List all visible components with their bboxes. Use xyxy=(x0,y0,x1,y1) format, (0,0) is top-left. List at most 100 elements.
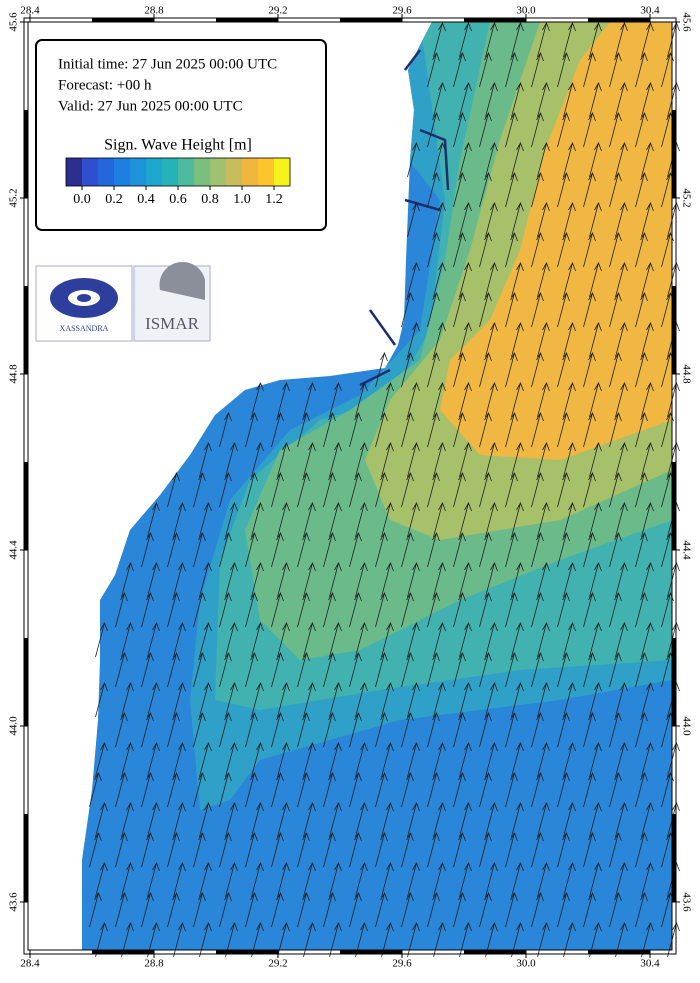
wave-arrow xyxy=(355,742,368,778)
wave-arrow xyxy=(401,652,414,688)
wave-arrow xyxy=(485,82,498,118)
wave-arrow xyxy=(251,742,264,778)
wave-arrow xyxy=(505,772,518,808)
wave-arrow xyxy=(329,742,342,778)
wave-arrow xyxy=(615,442,628,478)
wave-arrow xyxy=(459,22,472,58)
wave-arrow xyxy=(375,532,388,568)
wave-arrow xyxy=(141,532,154,568)
wave-arrow xyxy=(407,562,420,598)
lat-label: 44.4 xyxy=(680,540,692,560)
wave-arrow xyxy=(459,682,472,718)
wave-arrow xyxy=(615,202,628,238)
wave-arrow xyxy=(609,112,622,148)
wave-arrow xyxy=(219,892,232,928)
wave-arrow xyxy=(89,892,102,928)
wave-arrow xyxy=(199,922,212,958)
wave-arrow xyxy=(219,412,232,448)
wave-arrow xyxy=(297,592,310,628)
lon-label: 30.0 xyxy=(516,958,536,970)
wave-arrow xyxy=(147,742,160,778)
wave-arrow xyxy=(323,892,336,928)
wave-arrow xyxy=(245,532,258,568)
wave-arrow xyxy=(251,862,264,898)
wave-arrow xyxy=(531,232,544,268)
wave-arrow xyxy=(609,532,622,568)
colorbar-swatch xyxy=(258,158,275,186)
wave-arrow xyxy=(433,202,446,238)
wave-arrow xyxy=(141,892,154,928)
wave-arrow xyxy=(115,652,128,688)
wave-arrow xyxy=(557,652,570,688)
wave-arrow xyxy=(219,652,232,688)
wave-arrow xyxy=(557,832,570,868)
wave-arrow xyxy=(537,862,550,898)
wave-arrow xyxy=(375,652,388,688)
wave-arrow xyxy=(641,742,654,778)
wave-arrow xyxy=(225,562,238,598)
wave-arrow xyxy=(219,712,232,748)
wave-arrow xyxy=(355,442,368,478)
wave-arrow xyxy=(505,172,518,208)
wave-arrow xyxy=(303,622,316,658)
wave-arrow xyxy=(479,112,492,148)
frame-segment xyxy=(464,18,526,22)
wave-arrow xyxy=(635,892,648,928)
wave-arrow xyxy=(609,172,622,208)
lat-label: 43.6 xyxy=(680,892,692,912)
wave-arrow xyxy=(401,712,414,748)
wave-arrow xyxy=(329,382,342,418)
wave-arrow xyxy=(375,832,388,868)
wave-arrow xyxy=(173,502,186,538)
wave-arrow xyxy=(271,712,284,748)
map-frame: 28.4 28.4 28.8 28.8 29.2 29.2 29.6 29.6 30.0 30.0… xyxy=(8,5,693,970)
wave-arrow xyxy=(479,532,492,568)
wave-arrow xyxy=(329,442,342,478)
wave-arrow xyxy=(511,382,524,418)
wave-arrow xyxy=(453,112,466,148)
wave-arrow xyxy=(589,22,602,58)
wave-arrow xyxy=(479,52,492,88)
wave-arrow xyxy=(609,352,622,388)
wave-arrow xyxy=(401,892,414,928)
wave-arrow xyxy=(485,562,498,598)
wave-arrow xyxy=(433,682,446,718)
frame-segment xyxy=(92,18,154,22)
wave-arrow xyxy=(635,172,648,208)
wave-arrow xyxy=(459,442,472,478)
wave-arrow xyxy=(641,322,654,358)
wave-arrow xyxy=(147,862,160,898)
wave-arrow xyxy=(505,52,518,88)
wave-arrow xyxy=(453,712,466,748)
wave-arrow xyxy=(303,742,316,778)
wave-arrow xyxy=(303,502,316,538)
wave-arrow xyxy=(615,262,628,298)
wave-arrow xyxy=(303,862,316,898)
wave-arrow xyxy=(271,592,284,628)
wave-arrow xyxy=(485,202,498,238)
wave-arrow xyxy=(641,682,654,718)
wave-arrow xyxy=(583,352,596,388)
wave-arrow xyxy=(589,562,602,598)
wave-arrow xyxy=(615,502,628,538)
wave-arrow xyxy=(323,712,336,748)
wave-arrow xyxy=(407,142,420,178)
wave-arrow xyxy=(635,772,648,808)
wave-arrow xyxy=(635,352,648,388)
wave-arrow xyxy=(355,562,368,598)
wave-arrow xyxy=(407,622,420,658)
wave-arrow xyxy=(641,562,654,598)
wave-arrow xyxy=(407,262,420,298)
wave-arrow xyxy=(349,472,362,508)
wave-arrow xyxy=(303,682,316,718)
wave-arrow xyxy=(583,592,596,628)
wave-arrow xyxy=(459,82,472,118)
wave-arrow xyxy=(433,22,446,58)
wave-arrow xyxy=(251,562,264,598)
wave-arrow xyxy=(479,712,492,748)
wave-arrow xyxy=(277,502,290,538)
wave-arrow xyxy=(375,472,388,508)
lat-label: 45.2 xyxy=(8,188,20,207)
wave-arrow xyxy=(531,892,544,928)
wave-arrow xyxy=(297,892,310,928)
